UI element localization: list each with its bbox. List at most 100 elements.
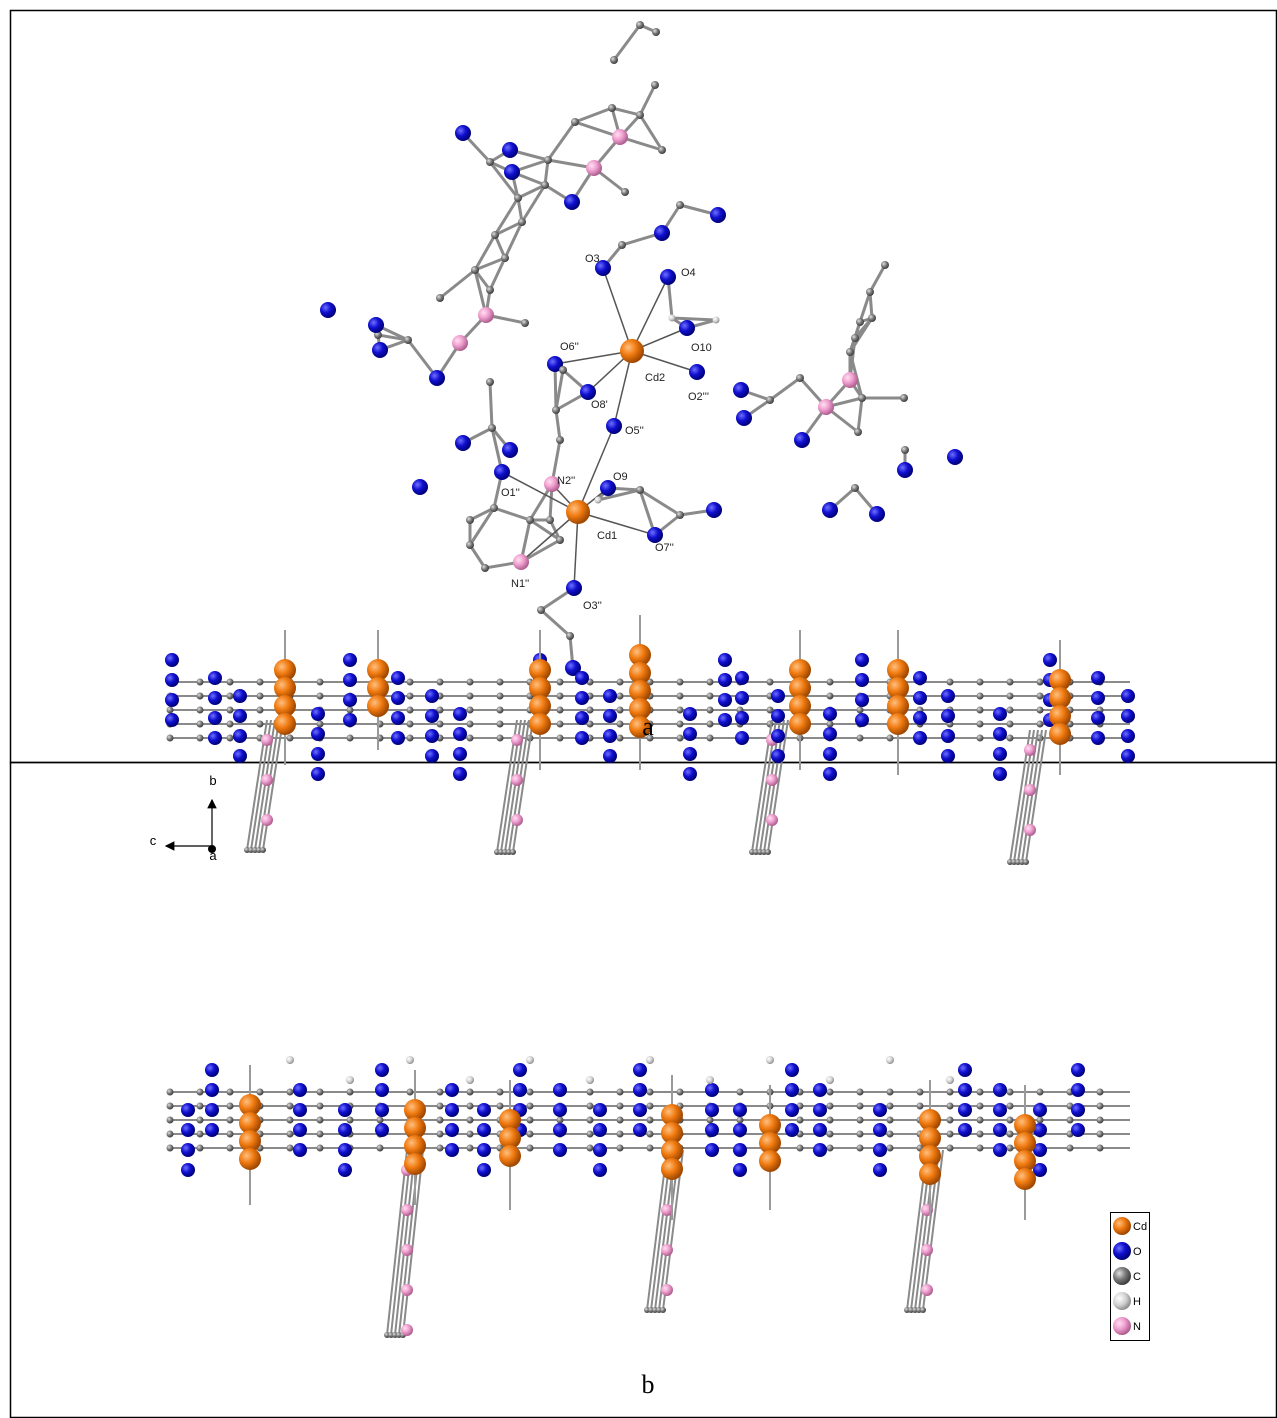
- carbon-atom: [916, 1088, 924, 1096]
- carbon-atom: [556, 1116, 564, 1124]
- bond: [493, 506, 531, 522]
- carbon-atom: [706, 692, 714, 700]
- carbon-atom: [556, 720, 564, 728]
- carbon-atom: [544, 156, 552, 164]
- hydrogen-atom: [946, 1076, 954, 1084]
- cadmium-atom: [661, 1140, 683, 1162]
- carbon-atom: [946, 1144, 954, 1152]
- bond: [512, 719, 534, 853]
- nitrogen-atom: [511, 814, 523, 826]
- oxygen-atom: [338, 1143, 352, 1157]
- carbon-atom: [406, 1088, 414, 1096]
- cadmium-atom: [529, 659, 551, 681]
- cadmium-atom: [566, 500, 590, 524]
- oxygen-atom: [855, 673, 869, 687]
- panel-b-structure: [165, 615, 1135, 1338]
- oxygen-atom: [165, 673, 179, 687]
- oxygen-atom: [205, 1123, 219, 1137]
- oxygen-atom: [855, 713, 869, 727]
- carbon-atom: [526, 1102, 534, 1110]
- oxygen-atom: [603, 709, 617, 723]
- carbon-atom: [510, 849, 516, 855]
- nitrogen-atom: [452, 335, 468, 351]
- carbon-atom: [316, 1116, 324, 1124]
- bond: [868, 264, 887, 293]
- nitrogen-atom: [544, 476, 560, 492]
- oxygen-atom: [1113, 1242, 1131, 1260]
- carbon-atom: [856, 1088, 864, 1096]
- carbon-atom: [491, 231, 499, 239]
- carbon-atom: [646, 1102, 654, 1110]
- carbon-atom: [826, 1116, 834, 1124]
- oxygen-atom: [958, 1103, 972, 1117]
- carbon-atom: [556, 678, 564, 686]
- carbon-atom: [526, 516, 534, 524]
- carbon-atom: [286, 1130, 294, 1138]
- carbon-atom: [706, 678, 714, 686]
- oxygen-atom: [575, 711, 589, 725]
- bond: [646, 1149, 668, 1311]
- cadmium-atom: [274, 677, 296, 699]
- carbon-atom: [566, 632, 574, 640]
- oxygen-atom: [311, 707, 325, 721]
- carbon-atom: [621, 188, 629, 196]
- oxygen-atom: [453, 767, 467, 781]
- legend-label: Cd: [1133, 1221, 1147, 1233]
- oxygen-atom: [575, 671, 589, 685]
- cadmium-atom: [629, 680, 651, 702]
- carbon-atom: [316, 1144, 324, 1152]
- carbon-atom: [486, 286, 494, 294]
- carbon-atom: [1006, 1102, 1014, 1110]
- nitrogen-atom: [612, 129, 628, 145]
- oxygen-atom: [785, 1083, 799, 1097]
- oxygen-atom: [375, 1103, 389, 1117]
- cadmium-atom: [1014, 1132, 1036, 1154]
- carbon-atom: [196, 1116, 204, 1124]
- oxygen-atom: [553, 1143, 567, 1157]
- carbon-atom: [496, 720, 504, 728]
- oxygen-atom: [660, 269, 676, 285]
- carbon-atom: [1066, 1144, 1074, 1152]
- atom-label: O6'': [560, 341, 579, 353]
- nitrogen-atom: [401, 1204, 413, 1216]
- carbon-atom: [868, 314, 876, 322]
- coordination-bond: [631, 276, 669, 352]
- oxygen-atom: [913, 671, 927, 685]
- carbon-atom: [676, 720, 684, 728]
- bond: [769, 376, 801, 402]
- bond: [402, 1149, 424, 1336]
- oxygen-atom: [391, 671, 405, 685]
- oxygen-atom: [941, 689, 955, 703]
- carbon-atom: [436, 706, 444, 714]
- carbon-atom: [660, 1307, 666, 1313]
- carbon-atom: [559, 366, 567, 374]
- oxygen-atom: [343, 713, 357, 727]
- oxygen-atom: [1033, 1123, 1047, 1137]
- oxygen-atom: [293, 1123, 307, 1137]
- oxygen-atom: [771, 749, 785, 763]
- nitrogen-atom: [766, 814, 778, 826]
- nitrogen-atom: [261, 734, 273, 746]
- carbon-atom: [496, 678, 504, 686]
- carbon-atom: [765, 849, 771, 855]
- bond: [390, 1149, 412, 1336]
- oxygen-atom: [165, 693, 179, 707]
- carbon-atom: [676, 706, 684, 714]
- cadmium-atom: [629, 662, 651, 684]
- carbon-atom: [1066, 1116, 1074, 1124]
- bond: [597, 488, 641, 502]
- carbon-atom: [537, 606, 545, 614]
- oxygen-atom: [689, 364, 705, 380]
- oxygen-atom: [205, 1103, 219, 1117]
- nitrogen-atom: [818, 399, 834, 415]
- carbon-atom: [1006, 720, 1014, 728]
- carbon-atom: [796, 1116, 804, 1124]
- oxygen-atom: [733, 1143, 747, 1157]
- carbon-atom: [316, 1130, 324, 1138]
- oxygen-atom: [1033, 1143, 1047, 1157]
- carbon-atom: [854, 428, 862, 436]
- bond: [543, 159, 550, 186]
- hydrogen-atom: [586, 1076, 594, 1084]
- carbon-atom: [436, 1102, 444, 1110]
- bond: [473, 234, 497, 271]
